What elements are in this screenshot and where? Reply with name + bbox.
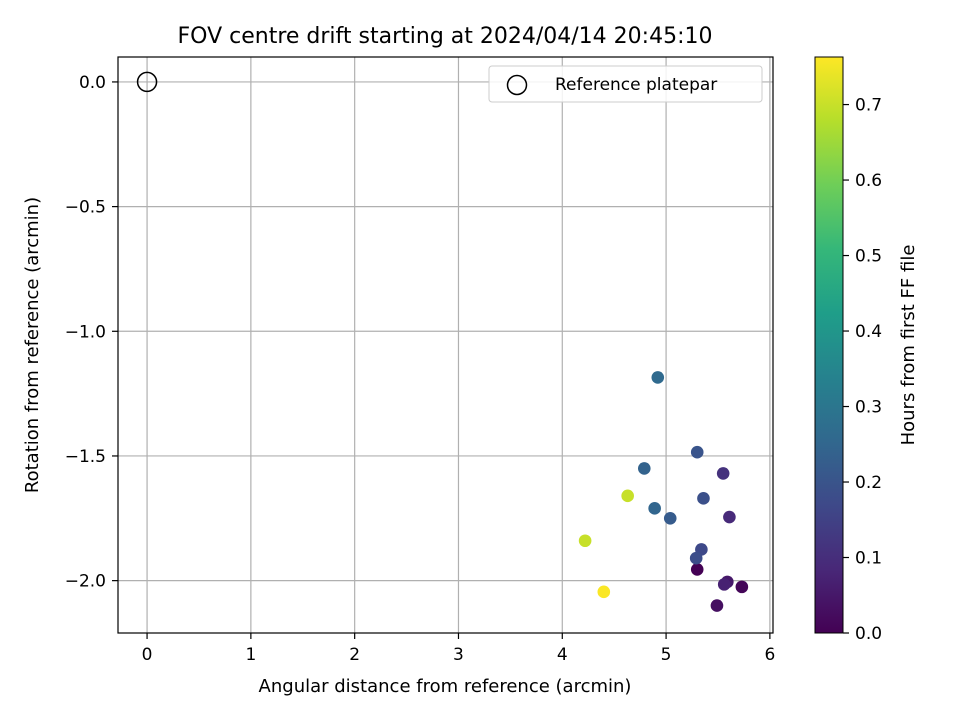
colorbar-tick-label: 0.4 (855, 322, 882, 342)
data-point (597, 585, 611, 599)
scatter-points (136, 71, 749, 612)
data-point (710, 599, 724, 612)
x-axis-label: Angular distance from reference (arcmin) (259, 676, 632, 697)
data-point (621, 489, 634, 503)
data-point (716, 467, 730, 480)
colorbar-tick-label: 0.0 (855, 624, 882, 644)
colorbar-tick-label: 0.5 (855, 247, 882, 267)
x-tick-label: 3 (453, 645, 464, 665)
data-point (717, 578, 731, 591)
x-tick-label: 6 (764, 645, 775, 665)
legend-marker (506, 74, 528, 96)
data-point (578, 534, 592, 548)
colorbar: 0.0 0.1 0.2 0.3 0.4 0.5 0.6 0.7 Hours from firs… (814, 56, 919, 644)
plot-frame (117, 56, 774, 634)
axis-ticks: 0 1 2 3 4 5 6 0.0 −0.5 −1.0 −1.5 −2.0 (65, 73, 776, 665)
legend: Reference platepar (488, 65, 763, 103)
grid (118, 57, 773, 633)
data-point (723, 510, 736, 524)
y-tick-label: −1.0 (65, 322, 106, 342)
colorbar-gradient (814, 56, 844, 634)
colorbar-tick-label: 0.1 (855, 549, 882, 569)
colorbar-tick-label: 0.3 (855, 398, 882, 418)
colorbar-ticks: 0.0 0.1 0.2 0.3 0.4 0.5 0.6 0.7 (843, 96, 882, 644)
chart-title: FOV centre drift starting at 2024/04/14 … (178, 24, 713, 49)
data-point (735, 580, 749, 594)
y-axis-label: Rotation from reference (arcmin) (22, 197, 43, 493)
colorbar-tick-label: 0.6 (855, 171, 882, 191)
data-point (697, 492, 710, 505)
colorbar-tick-label: 0.7 (855, 96, 882, 116)
x-tick-label: 1 (245, 645, 256, 665)
reference-point (136, 71, 158, 93)
y-tick-label: −0.5 (65, 198, 106, 218)
legend-box (488, 65, 763, 103)
x-tick-label: 5 (661, 645, 672, 665)
data-point (690, 563, 704, 576)
data-point (651, 371, 665, 384)
x-tick-label: 2 (349, 645, 360, 665)
data-point (689, 551, 703, 565)
y-tick-label: 0.0 (79, 73, 106, 93)
y-tick-label: −2.0 (65, 572, 106, 592)
y-tick-label: −1.5 (65, 447, 106, 467)
data-point (663, 511, 677, 525)
data-point (637, 462, 651, 475)
data-point (648, 502, 661, 515)
colorbar-label: Hours from first FF file (898, 245, 919, 446)
x-tick-label: 4 (557, 645, 568, 665)
colorbar-tick-label: 0.2 (855, 473, 882, 493)
data-point (690, 445, 704, 459)
x-tick-label: 0 (142, 645, 153, 665)
legend-entry-reference: Reference platepar (555, 75, 717, 95)
